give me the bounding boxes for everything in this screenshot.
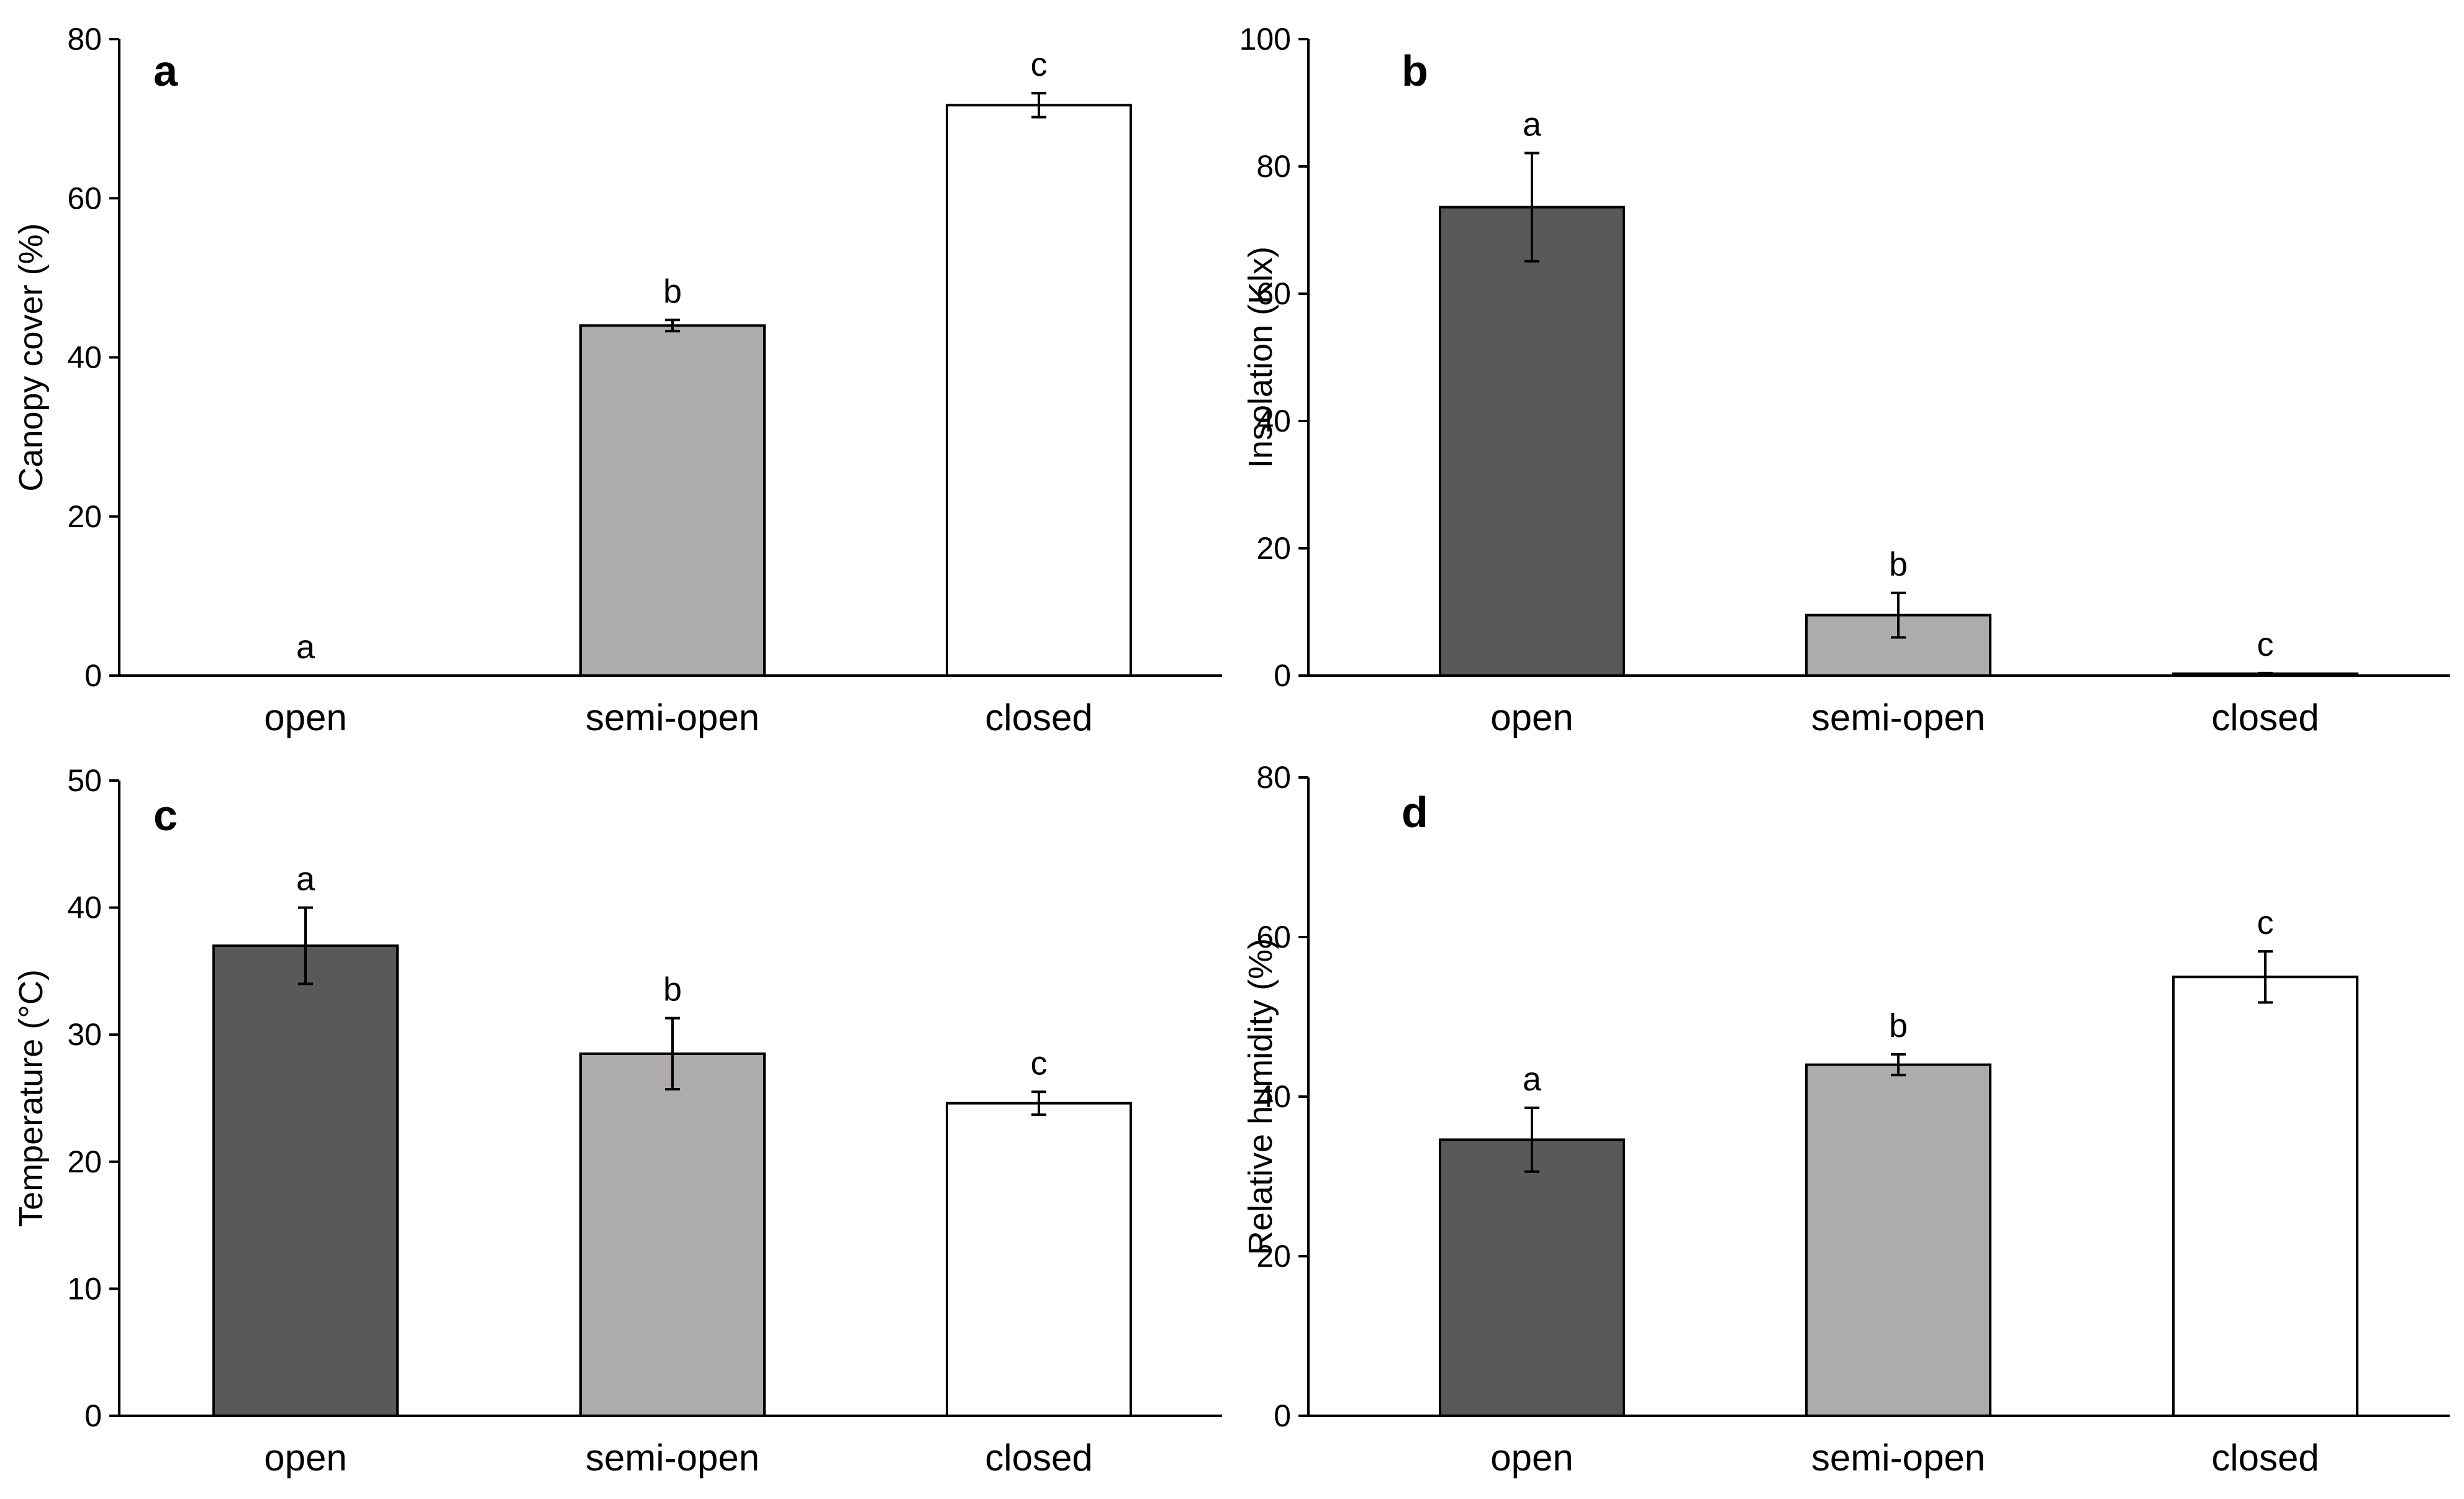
y-tick-label: 20 — [67, 1144, 102, 1179]
significance-label: a — [1523, 1061, 1542, 1098]
x-tick-label-semi-open: semi-open — [1811, 1437, 1985, 1479]
panel-letter: c — [153, 791, 178, 840]
bar-semi-open — [579, 1052, 766, 1417]
bar-open — [212, 944, 399, 1417]
significance-label: a — [296, 861, 315, 898]
y-tick-label: 40 — [1256, 1079, 1291, 1114]
bar-semi-open — [579, 324, 766, 677]
y-tick-label: 60 — [67, 181, 102, 215]
panel-b: 0 20 40 60 80 100 Insolation (Klx) b a open b semi-… — [1239, 22, 2450, 738]
significance-label: a — [1523, 106, 1542, 143]
y-tick-label: 40 — [67, 890, 102, 925]
x-tick-label-closed: closed — [985, 1437, 1092, 1479]
y-axis-title: Canopy cover (%) — [12, 223, 50, 491]
panel-d: 0 20 40 60 80 Relative humidity (%) d a open b sem… — [1242, 760, 2450, 1479]
y-tick-label: 0 — [84, 1398, 102, 1433]
bar-closed — [946, 104, 1132, 677]
x-tick-label-closed: closed — [2211, 1437, 2319, 1479]
y-tick-label: 0 — [1274, 658, 1291, 693]
y-tick-label: 40 — [1256, 404, 1291, 438]
bar-closed — [2172, 976, 2358, 1417]
panel-letter: d — [1402, 788, 1428, 836]
bar-closed — [946, 1102, 1132, 1417]
y-tick-label: 100 — [1239, 22, 1291, 57]
y-tick-label: 10 — [67, 1271, 102, 1306]
significance-label: b — [1889, 1007, 1908, 1044]
y-tick-label: 20 — [67, 499, 102, 534]
x-tick-label-open: open — [264, 697, 346, 738]
significance-label: c — [1031, 46, 1048, 83]
significance-label: a — [296, 628, 315, 666]
x-tick-label-open: open — [264, 1437, 346, 1479]
y-tick-label: 80 — [67, 22, 102, 57]
y-axis-title: Insolation (Klx) — [1242, 247, 1279, 468]
x-tick-label-open: open — [1490, 1437, 1573, 1479]
y-tick-label: 0 — [84, 658, 102, 693]
y-tick-label: 60 — [1256, 276, 1291, 311]
x-tick-label-semi-open: semi-open — [1811, 697, 1985, 738]
x-tick-label-semi-open: semi-open — [586, 697, 759, 738]
bar-open — [1439, 1138, 1625, 1417]
significance-label: b — [663, 273, 682, 310]
significance-label: c — [1031, 1044, 1048, 1082]
y-axis-title: Relative humidity (%) — [1242, 938, 1279, 1255]
bar-open — [1439, 206, 1625, 677]
y-tick-label: 20 — [1256, 1239, 1291, 1274]
panel-a: 0 20 40 60 80 Canopy cover (%) a a open b semi-ope… — [12, 22, 1222, 738]
significance-label: b — [663, 971, 682, 1008]
panel-letter: b — [1402, 47, 1428, 95]
x-tick-label-closed: closed — [2211, 697, 2319, 738]
y-tick-label: 30 — [67, 1017, 102, 1052]
x-tick-label-open: open — [1490, 697, 1573, 738]
significance-label: b — [1889, 546, 1908, 583]
y-tick-label: 50 — [67, 763, 102, 798]
significance-label: c — [2257, 626, 2274, 663]
x-tick-label-semi-open: semi-open — [586, 1437, 759, 1479]
significance-label: c — [2257, 904, 2274, 941]
y-tick-label: 80 — [1256, 149, 1291, 184]
panel-c: 0 10 20 30 40 50 Temperature (°C) c a open b semi-o… — [12, 763, 1222, 1479]
x-tick-label-closed: closed — [985, 697, 1092, 738]
y-tick-label: 20 — [1256, 531, 1291, 566]
y-tick-label: 0 — [1274, 1398, 1291, 1433]
y-tick-label: 80 — [1256, 760, 1291, 795]
bar-semi-open — [1805, 1063, 1991, 1417]
y-tick-label: 40 — [67, 340, 102, 375]
y-axis-title: Temperature (°C) — [12, 969, 50, 1227]
y-tick-label: 60 — [1256, 920, 1291, 954]
panel-letter: a — [153, 47, 178, 95]
